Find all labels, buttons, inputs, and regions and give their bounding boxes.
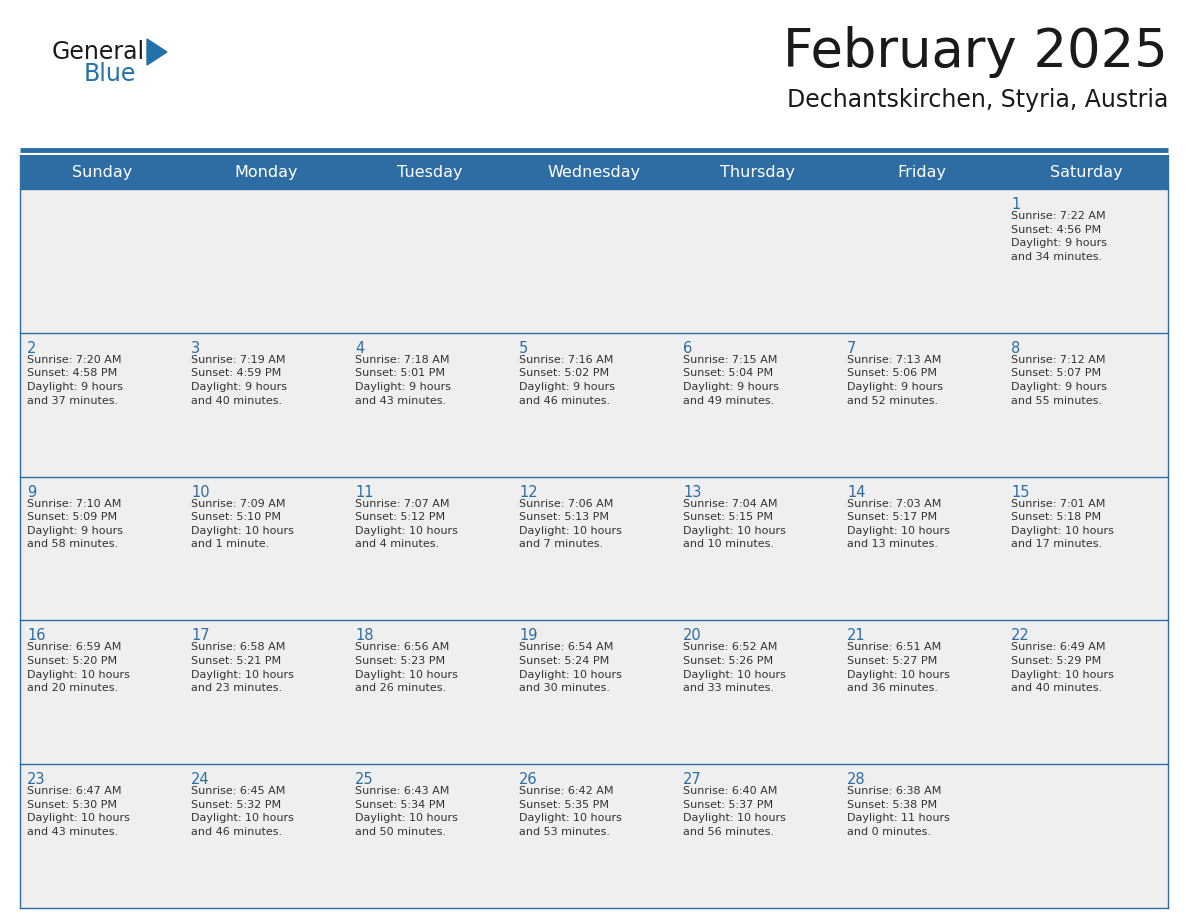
Text: Sunrise: 7:09 AM
Sunset: 5:10 PM
Daylight: 10 hours
and 1 minute.: Sunrise: 7:09 AM Sunset: 5:10 PM Dayligh… bbox=[191, 498, 293, 549]
Bar bbox=[20, 621, 1168, 764]
Text: Sunrise: 7:07 AM
Sunset: 5:12 PM
Daylight: 10 hours
and 4 minutes.: Sunrise: 7:07 AM Sunset: 5:12 PM Dayligh… bbox=[355, 498, 457, 549]
Text: Sunrise: 6:58 AM
Sunset: 5:21 PM
Daylight: 10 hours
and 23 minutes.: Sunrise: 6:58 AM Sunset: 5:21 PM Dayligh… bbox=[191, 643, 293, 693]
Text: 4: 4 bbox=[355, 341, 365, 356]
Text: 21: 21 bbox=[847, 629, 866, 644]
Text: 17: 17 bbox=[191, 629, 209, 644]
Text: Sunrise: 7:22 AM
Sunset: 4:56 PM
Daylight: 9 hours
and 34 minutes.: Sunrise: 7:22 AM Sunset: 4:56 PM Dayligh… bbox=[1011, 211, 1107, 262]
Bar bbox=[20, 155, 1168, 189]
Text: 15: 15 bbox=[1011, 485, 1030, 499]
Text: Friday: Friday bbox=[897, 164, 947, 180]
Text: 11: 11 bbox=[355, 485, 373, 499]
Bar bbox=[20, 476, 1168, 621]
Text: Wednesday: Wednesday bbox=[548, 164, 640, 180]
Text: Sunrise: 7:13 AM
Sunset: 5:06 PM
Daylight: 9 hours
and 52 minutes.: Sunrise: 7:13 AM Sunset: 5:06 PM Dayligh… bbox=[847, 354, 943, 406]
Text: 1: 1 bbox=[1011, 197, 1020, 212]
Text: 22: 22 bbox=[1011, 629, 1030, 644]
Text: Sunrise: 6:59 AM
Sunset: 5:20 PM
Daylight: 10 hours
and 20 minutes.: Sunrise: 6:59 AM Sunset: 5:20 PM Dayligh… bbox=[27, 643, 129, 693]
Text: Sunrise: 7:19 AM
Sunset: 4:59 PM
Daylight: 9 hours
and 40 minutes.: Sunrise: 7:19 AM Sunset: 4:59 PM Dayligh… bbox=[191, 354, 287, 406]
Text: 5: 5 bbox=[519, 341, 529, 356]
Text: Dechantskirchen, Styria, Austria: Dechantskirchen, Styria, Austria bbox=[786, 88, 1168, 112]
Text: Sunrise: 6:43 AM
Sunset: 5:34 PM
Daylight: 10 hours
and 50 minutes.: Sunrise: 6:43 AM Sunset: 5:34 PM Dayligh… bbox=[355, 786, 457, 837]
Text: Saturday: Saturday bbox=[1050, 164, 1123, 180]
Text: 8: 8 bbox=[1011, 341, 1020, 356]
Text: Sunrise: 7:12 AM
Sunset: 5:07 PM
Daylight: 9 hours
and 55 minutes.: Sunrise: 7:12 AM Sunset: 5:07 PM Dayligh… bbox=[1011, 354, 1107, 406]
Text: Sunrise: 7:20 AM
Sunset: 4:58 PM
Daylight: 9 hours
and 37 minutes.: Sunrise: 7:20 AM Sunset: 4:58 PM Dayligh… bbox=[27, 354, 124, 406]
Text: Sunrise: 7:04 AM
Sunset: 5:15 PM
Daylight: 10 hours
and 10 minutes.: Sunrise: 7:04 AM Sunset: 5:15 PM Dayligh… bbox=[683, 498, 786, 549]
Text: Sunrise: 7:01 AM
Sunset: 5:18 PM
Daylight: 10 hours
and 17 minutes.: Sunrise: 7:01 AM Sunset: 5:18 PM Dayligh… bbox=[1011, 498, 1114, 549]
Text: Sunrise: 7:03 AM
Sunset: 5:17 PM
Daylight: 10 hours
and 13 minutes.: Sunrise: 7:03 AM Sunset: 5:17 PM Dayligh… bbox=[847, 498, 950, 549]
Text: 19: 19 bbox=[519, 629, 537, 644]
Text: Tuesday: Tuesday bbox=[397, 164, 463, 180]
Text: 6: 6 bbox=[683, 341, 693, 356]
Text: Sunrise: 6:38 AM
Sunset: 5:38 PM
Daylight: 11 hours
and 0 minutes.: Sunrise: 6:38 AM Sunset: 5:38 PM Dayligh… bbox=[847, 786, 950, 837]
Text: Sunrise: 6:52 AM
Sunset: 5:26 PM
Daylight: 10 hours
and 33 minutes.: Sunrise: 6:52 AM Sunset: 5:26 PM Dayligh… bbox=[683, 643, 786, 693]
Text: Sunrise: 6:56 AM
Sunset: 5:23 PM
Daylight: 10 hours
and 26 minutes.: Sunrise: 6:56 AM Sunset: 5:23 PM Dayligh… bbox=[355, 643, 457, 693]
Text: Blue: Blue bbox=[84, 62, 137, 86]
Text: 16: 16 bbox=[27, 629, 45, 644]
Text: Monday: Monday bbox=[234, 164, 298, 180]
Text: 23: 23 bbox=[27, 772, 45, 788]
Text: 27: 27 bbox=[683, 772, 702, 788]
Text: Sunrise: 7:06 AM
Sunset: 5:13 PM
Daylight: 10 hours
and 7 minutes.: Sunrise: 7:06 AM Sunset: 5:13 PM Dayligh… bbox=[519, 498, 621, 549]
Text: Sunrise: 6:42 AM
Sunset: 5:35 PM
Daylight: 10 hours
and 53 minutes.: Sunrise: 6:42 AM Sunset: 5:35 PM Dayligh… bbox=[519, 786, 621, 837]
Text: Sunrise: 6:49 AM
Sunset: 5:29 PM
Daylight: 10 hours
and 40 minutes.: Sunrise: 6:49 AM Sunset: 5:29 PM Dayligh… bbox=[1011, 643, 1114, 693]
Text: 18: 18 bbox=[355, 629, 373, 644]
Text: Sunrise: 6:54 AM
Sunset: 5:24 PM
Daylight: 10 hours
and 30 minutes.: Sunrise: 6:54 AM Sunset: 5:24 PM Dayligh… bbox=[519, 643, 621, 693]
Text: 12: 12 bbox=[519, 485, 538, 499]
Text: Sunrise: 7:15 AM
Sunset: 5:04 PM
Daylight: 9 hours
and 49 minutes.: Sunrise: 7:15 AM Sunset: 5:04 PM Dayligh… bbox=[683, 354, 779, 406]
Text: 10: 10 bbox=[191, 485, 209, 499]
Text: Sunrise: 6:51 AM
Sunset: 5:27 PM
Daylight: 10 hours
and 36 minutes.: Sunrise: 6:51 AM Sunset: 5:27 PM Dayligh… bbox=[847, 643, 950, 693]
Text: February 2025: February 2025 bbox=[783, 26, 1168, 78]
Text: 28: 28 bbox=[847, 772, 866, 788]
Text: Sunrise: 6:47 AM
Sunset: 5:30 PM
Daylight: 10 hours
and 43 minutes.: Sunrise: 6:47 AM Sunset: 5:30 PM Dayligh… bbox=[27, 786, 129, 837]
Text: 3: 3 bbox=[191, 341, 200, 356]
Text: General: General bbox=[52, 40, 145, 64]
Text: Sunday: Sunday bbox=[72, 164, 132, 180]
Text: Sunrise: 7:16 AM
Sunset: 5:02 PM
Daylight: 9 hours
and 46 minutes.: Sunrise: 7:16 AM Sunset: 5:02 PM Dayligh… bbox=[519, 354, 615, 406]
Text: 24: 24 bbox=[191, 772, 209, 788]
Polygon shape bbox=[147, 39, 168, 65]
Text: 14: 14 bbox=[847, 485, 866, 499]
Bar bbox=[20, 333, 1168, 476]
Bar bbox=[20, 764, 1168, 908]
Text: 26: 26 bbox=[519, 772, 538, 788]
Text: Sunrise: 6:45 AM
Sunset: 5:32 PM
Daylight: 10 hours
and 46 minutes.: Sunrise: 6:45 AM Sunset: 5:32 PM Dayligh… bbox=[191, 786, 293, 837]
Text: 7: 7 bbox=[847, 341, 857, 356]
Text: 25: 25 bbox=[355, 772, 373, 788]
Text: Sunrise: 7:18 AM
Sunset: 5:01 PM
Daylight: 9 hours
and 43 minutes.: Sunrise: 7:18 AM Sunset: 5:01 PM Dayligh… bbox=[355, 354, 451, 406]
Bar bbox=[20, 189, 1168, 333]
Text: 2: 2 bbox=[27, 341, 37, 356]
Text: 9: 9 bbox=[27, 485, 37, 499]
Text: Thursday: Thursday bbox=[720, 164, 796, 180]
Text: 13: 13 bbox=[683, 485, 701, 499]
Text: Sunrise: 6:40 AM
Sunset: 5:37 PM
Daylight: 10 hours
and 56 minutes.: Sunrise: 6:40 AM Sunset: 5:37 PM Dayligh… bbox=[683, 786, 786, 837]
Text: Sunrise: 7:10 AM
Sunset: 5:09 PM
Daylight: 9 hours
and 58 minutes.: Sunrise: 7:10 AM Sunset: 5:09 PM Dayligh… bbox=[27, 498, 124, 549]
Text: 20: 20 bbox=[683, 629, 702, 644]
